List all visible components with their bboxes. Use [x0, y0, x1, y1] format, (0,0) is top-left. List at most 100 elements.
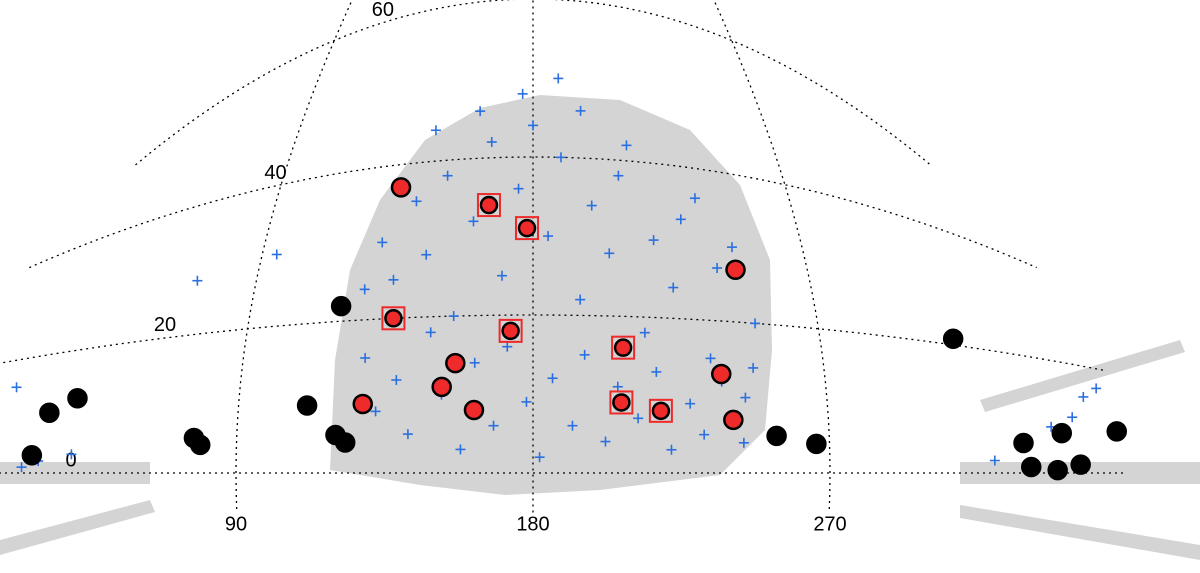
circle-marker	[390, 177, 412, 198]
plus-marker	[547, 373, 558, 384]
plus-marker	[502, 341, 513, 352]
box	[476, 193, 501, 218]
plus-marker	[496, 270, 507, 281]
circle-marker	[431, 376, 452, 398]
plus-marker	[685, 398, 696, 409]
plus-marker	[612, 381, 623, 392]
boxed-marker	[515, 216, 540, 241]
box	[381, 306, 406, 331]
grid-line	[0, 314, 1105, 371]
plus-marker	[402, 429, 413, 440]
plus-marker	[579, 349, 590, 360]
circle-marker	[723, 409, 744, 431]
plus-marker	[543, 231, 554, 242]
circle-marker	[1051, 422, 1073, 444]
boxed-marker	[476, 193, 501, 218]
plus-marker	[359, 284, 370, 295]
circle-marker	[21, 444, 43, 466]
circle-marker	[806, 433, 827, 455]
plus-marker	[425, 327, 436, 338]
plus-marker	[468, 216, 479, 227]
circle-marker	[67, 388, 88, 409]
plus-marker	[192, 275, 203, 286]
plus-marker	[488, 420, 499, 431]
y-tick-label: 40	[264, 162, 286, 184]
plus-marker	[1091, 383, 1102, 394]
circle-marker	[352, 393, 374, 415]
boxed-marker	[609, 390, 634, 415]
plus-marker	[271, 249, 282, 260]
plus-marker	[567, 420, 578, 431]
grid-line	[713, 0, 831, 510]
plus-marker	[699, 429, 710, 440]
circle-marker	[39, 402, 60, 423]
plus-marker	[575, 105, 586, 116]
circle	[651, 401, 671, 421]
plus-marker	[528, 120, 538, 131]
x-tick-label: 270	[813, 513, 846, 535]
plus-marker	[989, 455, 1000, 466]
plus-marker	[430, 125, 441, 136]
circle-marker	[1070, 454, 1091, 475]
box	[609, 390, 634, 415]
boxed-marker	[648, 398, 673, 423]
plus-marker	[712, 262, 723, 273]
circle-marker	[296, 395, 318, 416]
plus-marker	[586, 200, 597, 211]
plus-marker	[421, 249, 432, 260]
plus-marker	[16, 462, 27, 473]
plus-marker	[748, 362, 759, 373]
y-tick-label: 60	[372, 0, 394, 21]
circle-marker	[725, 259, 746, 280]
plus-marker	[1078, 391, 1089, 402]
circle	[501, 321, 520, 341]
plus-marker	[668, 282, 679, 293]
y-tick-label: 0	[65, 449, 76, 471]
plus-marker	[740, 392, 751, 403]
circle-marker	[1021, 456, 1042, 478]
plus-marker	[455, 444, 466, 455]
plus-marker	[639, 327, 650, 338]
plus-marker	[66, 449, 77, 460]
circle	[613, 338, 633, 357]
plus-marker	[1067, 412, 1078, 423]
box	[498, 318, 523, 343]
boxed-marker	[611, 335, 636, 360]
circle-marker	[1013, 432, 1034, 454]
plus-marker	[705, 353, 716, 364]
plus-marker	[448, 311, 459, 322]
box	[648, 398, 673, 423]
plus-marker	[750, 318, 761, 329]
plus-marker	[513, 183, 524, 194]
plus-marker	[600, 436, 611, 447]
plus-marker	[726, 242, 737, 253]
x-tick-label: 180	[516, 513, 549, 535]
plus-marker	[486, 137, 497, 148]
plus-marker	[377, 237, 388, 248]
circle-marker	[334, 432, 356, 453]
plus-marker	[388, 274, 399, 285]
circle	[517, 218, 537, 238]
plus-marker	[469, 357, 480, 368]
plus-marker	[391, 375, 402, 386]
circle-marker	[766, 425, 787, 447]
circle	[612, 393, 631, 412]
plus-marker	[370, 406, 381, 417]
box	[515, 216, 540, 241]
plus-marker	[555, 152, 566, 163]
circle-marker	[1106, 421, 1127, 442]
circle-marker	[189, 434, 211, 456]
plus-marker	[411, 196, 422, 207]
plus-marker	[517, 88, 528, 99]
plus-marker	[621, 140, 632, 151]
plus-marker	[633, 413, 644, 424]
plus-marker	[738, 437, 749, 448]
circle-marker	[711, 363, 732, 385]
box	[611, 335, 636, 360]
plus-marker	[534, 452, 545, 463]
circle-marker	[463, 399, 485, 421]
plus-marker	[613, 170, 624, 181]
plus-marker	[689, 193, 700, 204]
plus-marker	[648, 235, 659, 246]
x-tick-label: 90	[225, 513, 247, 535]
